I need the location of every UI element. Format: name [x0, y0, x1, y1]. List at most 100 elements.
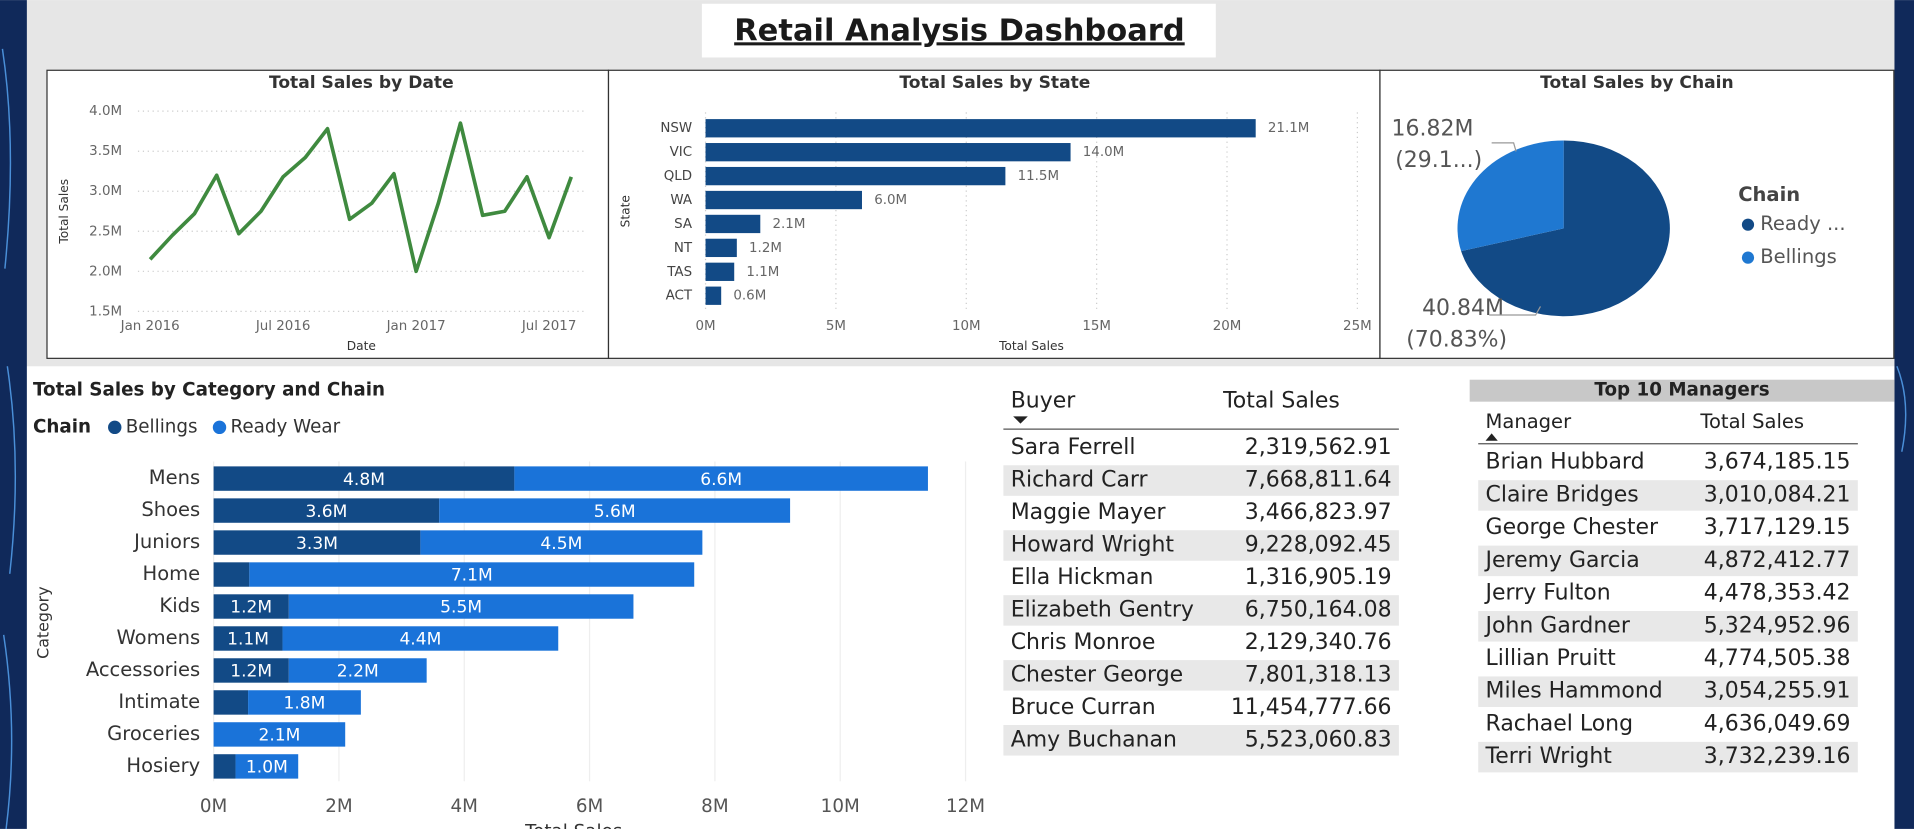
x-tick-label: 0M [200, 796, 227, 817]
cell: 3,674,185.15 [1704, 450, 1851, 475]
cell: 4,478,353.42 [1704, 581, 1851, 606]
bar [705, 214, 761, 234]
cell: 4,636,049.69 [1704, 711, 1851, 736]
left-decor-lines [1, 48, 17, 829]
sales-line [148, 121, 573, 274]
cell: Brian Hubbard [1486, 450, 1645, 475]
bar-segment [420, 530, 703, 555]
y-tick-label: Shoes [141, 498, 200, 521]
cell: 11,454,777.66 [1231, 695, 1392, 720]
value-label: 3.3M [296, 534, 338, 554]
row-band [1478, 676, 1858, 707]
percent-label: (70.83%) [1406, 328, 1507, 353]
x-tick-label: Jul 2016 [255, 319, 311, 334]
cell: George Chester [1486, 515, 1659, 540]
column-header: Total Sales [1222, 389, 1340, 414]
x-tick-label: 10M [952, 319, 981, 334]
bar [705, 262, 735, 281]
sort-indicator [1485, 433, 1498, 441]
pie-slice [1461, 140, 1670, 317]
value-label: 11.5M [1018, 169, 1059, 184]
cell: Ella Hickman [1011, 565, 1154, 590]
table-title-band [1469, 379, 1895, 402]
cell: Sara Ferrell [1011, 435, 1136, 460]
value-label: 21.1M [1268, 121, 1309, 136]
cell: 3,466,823.97 [1245, 500, 1392, 525]
cell: Jerry Fulton [1484, 581, 1611, 606]
panel-state [607, 69, 1381, 359]
value-label: 1.0M [246, 758, 288, 778]
x-axis-label: Total Sales [998, 339, 1064, 353]
x-tick-label: 15M [1082, 319, 1111, 334]
legend-swatch [1741, 251, 1755, 264]
value-label: 2.2M [337, 662, 379, 682]
title-box [701, 3, 1216, 58]
x-tick-label: 5M [826, 319, 846, 334]
panel-date [46, 69, 610, 359]
legend-label: Bellings [126, 416, 198, 437]
bar-segment [248, 690, 361, 715]
value-label: 0.6M [733, 289, 766, 304]
value-label: 2.1M [773, 217, 806, 232]
cell: John Gardner [1484, 613, 1631, 638]
y-tick-label: Womens [117, 626, 201, 649]
legend-title: Chain [33, 416, 91, 437]
legend-title: Chain [1738, 183, 1800, 206]
column-header: Total Sales [1699, 410, 1804, 433]
cell: 7,801,318.13 [1245, 662, 1392, 687]
cell: Miles Hammond [1486, 679, 1663, 704]
value-label: 4.5M [540, 534, 582, 554]
pie-slice [1457, 140, 1564, 252]
value-label: 7.1M [451, 566, 493, 586]
cell: Chester George [1011, 662, 1183, 687]
cell: 1,316,905.19 [1245, 565, 1392, 590]
cell: 4,872,412.77 [1704, 548, 1851, 573]
y-tick-label: 1.5M [89, 304, 122, 319]
y-tick-label: Hosiery [126, 754, 200, 777]
bar [705, 190, 862, 210]
x-tick-label: 20M [1213, 319, 1242, 334]
y-tick-label: 2.5M [89, 224, 122, 239]
bar-segment [213, 530, 421, 555]
x-axis-label: Total Sales [524, 822, 622, 829]
table-title: Top 10 Managers [1594, 380, 1769, 401]
column-header: Buyer [1011, 389, 1077, 414]
value-label: 1.8M [284, 694, 326, 714]
cell: 7,668,811.64 [1245, 468, 1392, 493]
cell: 6,750,164.08 [1245, 597, 1392, 622]
value-label: 3.6M [305, 502, 347, 522]
row-band [1478, 611, 1858, 642]
row-band [1003, 465, 1399, 496]
y-tick-label: TAS [666, 265, 692, 280]
cell: Chris Monroe [1011, 630, 1156, 655]
cell: 9,228,092.45 [1245, 532, 1392, 557]
row-band [1003, 530, 1399, 561]
x-tick-label: Jan 2017 [386, 319, 446, 334]
y-tick-label: Home [143, 562, 201, 585]
right-decor [1894, 0, 1914, 829]
bar [705, 143, 1071, 162]
row-band [1478, 480, 1858, 511]
x-tick-label: 4M [451, 796, 478, 817]
legend-swatch [108, 420, 122, 435]
y-tick-label: Mens [149, 466, 200, 489]
y-tick-label: Groceries [107, 722, 200, 745]
value-label: 1.2M [230, 598, 272, 618]
legend-label: Ready Wear [230, 416, 340, 437]
bar-segment [439, 498, 791, 523]
y-tick-label: 3.0M [89, 184, 122, 199]
y-axis-label: Category [33, 586, 52, 658]
y-tick-label: VIC [670, 145, 693, 160]
value-label: 1.1M [746, 265, 779, 280]
chart-title: Total Sales by State [899, 73, 1090, 93]
y-tick-label: NSW [660, 121, 692, 136]
right-decor-lines [1896, 366, 1907, 452]
x-tick-label: 6M [576, 796, 603, 817]
cell: Rachael Long [1486, 711, 1633, 736]
bar-segment [288, 594, 634, 619]
legend-swatch [1741, 218, 1755, 231]
legend-label: Ready ... [1760, 212, 1845, 235]
bar-segment [213, 658, 289, 683]
cell: 5,523,060.83 [1245, 727, 1392, 752]
